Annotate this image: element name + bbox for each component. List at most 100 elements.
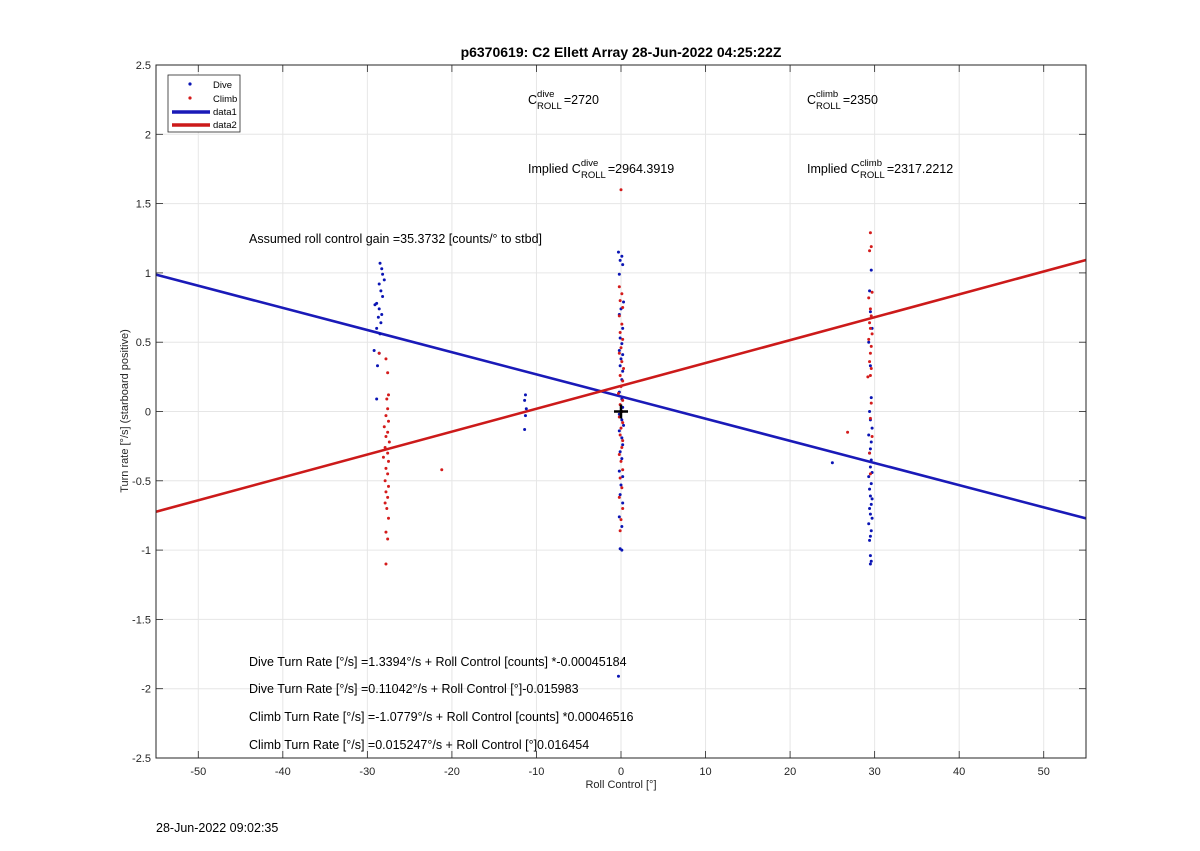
dive-point bbox=[379, 321, 383, 325]
implied-dive-sup: dive bbox=[581, 158, 598, 169]
c-climb-base: C bbox=[807, 93, 816, 107]
implied-climb-sup: climb bbox=[860, 158, 882, 169]
climb-point bbox=[619, 459, 623, 463]
dive-point bbox=[868, 538, 872, 542]
climb-point bbox=[618, 330, 622, 334]
dive-point bbox=[622, 300, 626, 304]
dive-point bbox=[382, 278, 386, 282]
dive-point bbox=[620, 525, 624, 529]
climb-point bbox=[382, 425, 386, 429]
dive-point bbox=[523, 398, 527, 402]
climb-point bbox=[621, 306, 625, 310]
dive-point bbox=[618, 450, 622, 454]
implied-dive-sub: ROLL bbox=[581, 170, 606, 181]
climb-point bbox=[870, 290, 874, 294]
dive-point bbox=[867, 475, 871, 479]
dive-point bbox=[868, 562, 872, 566]
climb-point bbox=[870, 332, 874, 336]
dive-point bbox=[621, 353, 625, 357]
climb-point bbox=[619, 426, 623, 430]
implied-climb-base: C bbox=[851, 162, 860, 176]
dive-point bbox=[616, 674, 620, 678]
implied-climb-sub: ROLL bbox=[860, 170, 885, 181]
climb-point bbox=[618, 433, 622, 437]
y-tick-label: -1 bbox=[141, 545, 151, 557]
fit-line-data1 bbox=[155, 273, 1087, 520]
implied-dive-value: =2964.3919 bbox=[608, 162, 674, 176]
dive-point bbox=[621, 475, 625, 479]
climb-point bbox=[868, 451, 872, 455]
climb-point bbox=[867, 337, 871, 341]
climb-point bbox=[868, 249, 872, 253]
climb-point bbox=[386, 430, 390, 434]
climb-point bbox=[621, 468, 625, 472]
climb-point bbox=[846, 430, 850, 434]
climb-point bbox=[386, 537, 390, 541]
dive-point bbox=[620, 436, 624, 440]
climb-point bbox=[870, 434, 874, 438]
implied-climb-value: =2317.2212 bbox=[887, 162, 953, 176]
dive-point bbox=[377, 282, 381, 286]
dive-point bbox=[621, 263, 625, 267]
climb-point bbox=[384, 414, 388, 418]
c-climb-sup: climb bbox=[816, 89, 838, 100]
dive-point bbox=[868, 447, 872, 451]
legend-data2-label: data2 bbox=[213, 120, 237, 131]
climb-point bbox=[387, 419, 390, 423]
climb-point bbox=[868, 373, 872, 377]
climb-point bbox=[618, 476, 622, 480]
climb-point bbox=[386, 472, 390, 476]
equation-dive-counts: Dive Turn Rate [°/s] =1.3394°/s + Roll C… bbox=[249, 655, 627, 669]
dive-point bbox=[830, 461, 834, 465]
dive-point bbox=[870, 497, 874, 501]
y-tick-label: -0.5 bbox=[132, 476, 151, 488]
climb-point bbox=[869, 367, 873, 371]
scatter-points bbox=[372, 188, 874, 678]
dive-point bbox=[380, 267, 384, 271]
dive-point bbox=[868, 534, 872, 538]
climb-point bbox=[868, 321, 872, 325]
c-dive-sub: ROLL bbox=[537, 101, 562, 112]
dive-point bbox=[870, 426, 874, 430]
y-tick-label: 0.5 bbox=[136, 337, 151, 349]
chart-title: p6370619: C2 Ellett Array 28-Jun-2022 04… bbox=[461, 44, 782, 60]
dive-point bbox=[618, 364, 622, 368]
equation-dive-degrees: Dive Turn Rate [°/s] =0.11042°/s + Roll … bbox=[249, 682, 579, 696]
climb-point bbox=[868, 307, 872, 311]
x-tick-label: 10 bbox=[699, 766, 711, 778]
climb-point bbox=[386, 495, 390, 499]
climb-point bbox=[381, 455, 385, 459]
dive-point bbox=[868, 310, 872, 314]
c-dive-value: =2720 bbox=[564, 93, 599, 107]
x-tick-label: 20 bbox=[784, 766, 796, 778]
dive-point bbox=[869, 529, 873, 533]
dive-point bbox=[620, 342, 624, 346]
climb-point bbox=[621, 337, 625, 341]
dive-point bbox=[376, 364, 380, 368]
climb-point bbox=[383, 479, 387, 483]
dive-point bbox=[869, 268, 873, 272]
y-tick-label: 1.5 bbox=[136, 199, 151, 211]
climb-point bbox=[869, 344, 873, 348]
dive-point bbox=[375, 397, 379, 401]
climb-point bbox=[617, 452, 621, 456]
climb-point bbox=[387, 440, 391, 444]
legend-dive-label: Dive bbox=[213, 80, 232, 91]
dive-point bbox=[869, 502, 873, 506]
dive-point bbox=[868, 487, 872, 491]
dive-point bbox=[375, 326, 379, 330]
c-climb-annotation: Cclimb ROLL =2350 bbox=[807, 89, 878, 112]
implied-dive-prefix: Implied bbox=[528, 162, 572, 176]
dive-point bbox=[869, 440, 873, 444]
footer-timestamp: 28-Jun-2022 09:02:35 bbox=[156, 821, 278, 835]
climb-point bbox=[387, 459, 390, 463]
climb-point bbox=[386, 407, 390, 411]
y-tick-label: -2.5 bbox=[132, 753, 151, 765]
climb-point bbox=[868, 416, 872, 420]
dive-point bbox=[868, 512, 872, 516]
climb-point bbox=[621, 398, 625, 402]
c-climb-value: =2350 bbox=[843, 93, 878, 107]
dive-point bbox=[868, 465, 872, 469]
climb-point bbox=[618, 529, 622, 533]
